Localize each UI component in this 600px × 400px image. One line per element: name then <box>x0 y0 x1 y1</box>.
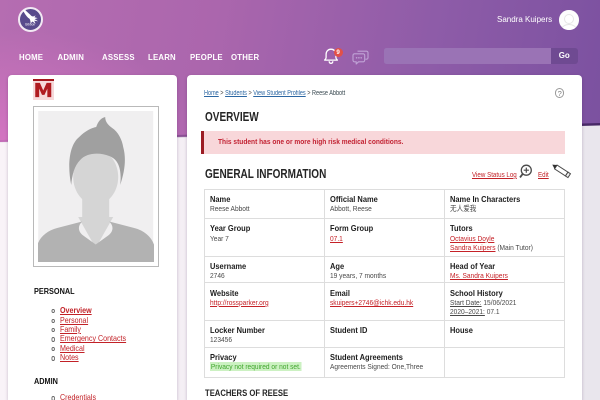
svg-text:Gibbon: Gibbon <box>24 22 35 26</box>
